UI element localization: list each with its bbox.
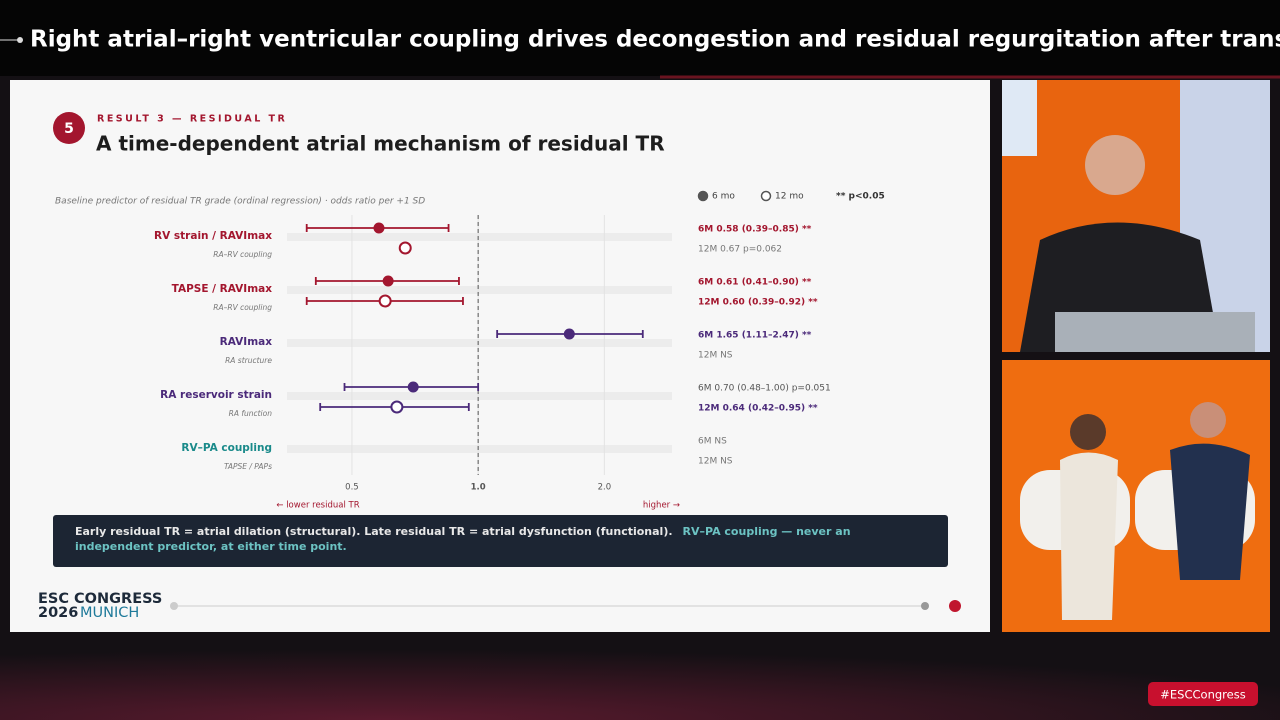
footer-city: MUNICH (80, 605, 139, 621)
row-band (287, 339, 672, 347)
category-label: RAVImax (220, 336, 273, 348)
x-tick-label: 1.0 (471, 483, 486, 493)
footer-dot (170, 602, 178, 610)
x-left-label: ← lower residual TR (276, 501, 359, 511)
panelist-body (1170, 443, 1250, 580)
chart-subtitle: Baseline predictor of residual TR grade … (55, 197, 425, 207)
legend-label: 12 mo (775, 192, 804, 202)
slide-title: A time-dependent atrial mechanism of res… (96, 132, 665, 156)
badge (53, 112, 85, 144)
value-label: 6M NS (698, 437, 727, 447)
value-label: 12M NS (698, 351, 733, 361)
value-label: 12M NS (698, 457, 733, 467)
row-band (287, 445, 672, 453)
value-label: 12M 0.67 p=0.062 (698, 245, 782, 255)
laptop (1055, 312, 1255, 352)
row-band (287, 233, 672, 241)
value-label: 6M 0.61 (0.41–0.90) ** (698, 278, 812, 288)
legend-note: ** p<0.05 (836, 192, 885, 202)
x-tick-label: 0.5 (345, 483, 359, 493)
value-label: 6M 0.70 (0.48–1.00) p=0.051 (698, 384, 831, 394)
footer-dot (921, 602, 929, 610)
panelist-body (1060, 452, 1118, 620)
forest-plot: Baseline predictor of residual TR grade … (55, 190, 885, 511)
category-label: TAPSE / RAVImax (172, 283, 273, 295)
footer-dot (949, 600, 961, 612)
category-note: RA–RV coupling (213, 250, 272, 259)
legend-label: 6 mo (712, 192, 735, 202)
point-estimate (390, 400, 404, 414)
panelist-head (1070, 414, 1106, 450)
hashtag-badge (1148, 682, 1258, 706)
callout-text: Early residual TR = atrial dilation (str… (75, 525, 673, 538)
category-label: RV strain / RAVImax (154, 230, 272, 242)
hashtag: #ESCCongress (1160, 688, 1245, 702)
category-note: TAPSE / PAPs (224, 462, 272, 471)
point-estimate (378, 294, 392, 308)
value-label: 12M 0.64 (0.42–0.95) ** (698, 404, 818, 414)
category-label: RV–PA coupling (181, 442, 272, 454)
value-label: 6M 0.58 (0.39–0.85) ** (698, 225, 812, 235)
kicker: RESULT 3 — RESIDUAL TR (97, 114, 287, 125)
value-label: 6M 1.65 (1.11–2.47) ** (698, 331, 812, 341)
footer-congress: ESC CONGRESS (38, 591, 162, 607)
point-estimate (373, 222, 385, 234)
category-note: RA function (229, 409, 273, 418)
point-estimate (563, 328, 575, 340)
header-bar (0, 0, 1280, 76)
video-backdrop (1002, 80, 1037, 156)
callout: Early residual TR = atrial dilation (str… (53, 515, 948, 567)
row-band (287, 392, 672, 400)
category-note: RA–RV coupling (213, 303, 272, 312)
footer-year: 2026 (38, 605, 78, 621)
x-right-label: higher → (643, 501, 680, 511)
category-note: RA structure (225, 356, 272, 365)
background (0, 632, 1280, 720)
row-band (287, 286, 672, 294)
speaker-head (1085, 135, 1145, 195)
header-title: Right atrial–right ventricular coupling … (30, 27, 1280, 53)
callout-highlight: RV–PA coupling — never an independent pr… (75, 525, 851, 553)
value-label: 12M 0.60 (0.39–0.92) ** (698, 298, 818, 308)
header-dot (17, 37, 23, 43)
badge-number: 5 (64, 121, 74, 137)
point-estimate (407, 381, 419, 393)
point-estimate (398, 241, 412, 255)
panelist-head (1190, 402, 1226, 438)
x-tick-label: 2.0 (598, 483, 612, 493)
legend-marker (697, 190, 709, 202)
legend-marker (760, 190, 772, 202)
category-label: RA reservoir strain (160, 389, 272, 401)
point-estimate (382, 275, 394, 287)
